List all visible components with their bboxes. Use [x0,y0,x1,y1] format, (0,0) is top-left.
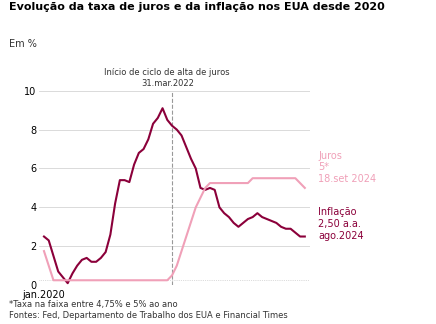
Text: Evolução da taxa de juros e da inflação nos EUA desde 2020: Evolução da taxa de juros e da inflação … [9,2,385,12]
Text: Inflação
2,50 a.a.
ago.2024: Inflação 2,50 a.a. ago.2024 [318,207,364,240]
Text: *Taxa na faixa entre 4,75% e 5% ao ano: *Taxa na faixa entre 4,75% e 5% ao ano [9,300,177,309]
Text: Em %: Em % [9,39,37,49]
Text: Juros
5*
18.set 2024: Juros 5* 18.set 2024 [318,151,376,184]
Text: Início de ciclo de alta de juros
31.mar.2022: Início de ciclo de alta de juros 31.mar.… [105,68,230,88]
Text: Fontes: Fed, Departamento de Trabalho dos EUA e Financial Times: Fontes: Fed, Departamento de Trabalho do… [9,311,287,320]
